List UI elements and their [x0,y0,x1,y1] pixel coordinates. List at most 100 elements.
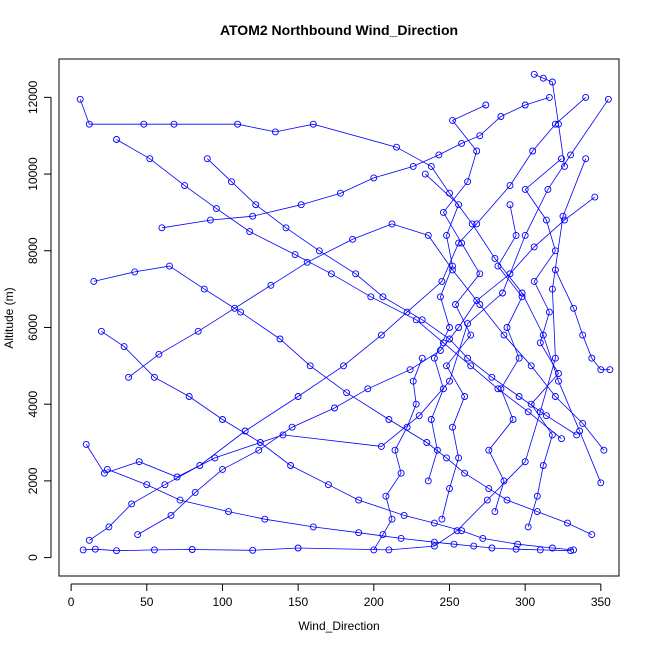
data-point [427,162,435,170]
data-point [288,423,296,431]
data-point [485,485,493,493]
data-point [306,362,314,370]
data-point [551,393,559,400]
data-point [476,132,484,140]
data-point [536,339,544,347]
data-point [393,143,400,151]
data-point [452,301,459,308]
data-point [105,523,113,531]
data-point [455,454,463,462]
data-point [418,316,426,324]
data-point [256,439,264,446]
data-point [355,496,363,504]
data-point [450,540,458,548]
data-point [464,178,472,186]
data-point [409,162,417,170]
data-point [76,95,84,103]
data-point [542,412,550,420]
data-point [524,523,532,531]
data-point [529,147,537,155]
data-point [267,281,275,289]
data-point [203,155,211,163]
data-point [449,262,456,270]
data-point [140,120,148,128]
data-point [212,205,220,213]
data-point [176,496,184,504]
data-point [530,277,538,285]
data-point [191,488,199,496]
data-point [455,201,463,209]
data-point [512,545,520,553]
data-point [303,258,311,266]
data-point [467,362,475,370]
data-point [379,531,387,539]
data-point [397,534,405,542]
data-point [582,155,590,163]
data-point [377,331,385,339]
data-point [400,511,408,519]
y-tick-label: 12000 [26,80,40,114]
data-point [125,373,133,381]
series-line [425,173,460,482]
data-point [564,519,571,527]
data-point [367,293,375,301]
data-point [331,404,338,412]
data-point [521,231,529,239]
data-point [443,231,450,239]
data-point [570,546,578,554]
data-point [579,331,587,339]
data-point [551,266,559,274]
data-point [555,377,562,385]
plot-area [76,70,614,555]
data-point [427,416,435,423]
data-point [377,442,385,450]
data-point [597,479,605,487]
data-point [261,515,269,523]
data-point [548,285,556,293]
data-point [449,423,456,431]
series-line [161,97,550,229]
data-point [482,101,490,109]
data-point [196,462,204,469]
data-point [485,446,493,454]
data-point [570,304,578,312]
data-point [530,70,538,78]
data-point [255,446,263,454]
data-point [385,416,393,423]
data-point [458,239,466,247]
series-line [207,158,577,436]
data-point [364,385,372,393]
data-point [200,285,208,293]
series-line [524,158,562,528]
data-point [449,116,456,124]
series-line [83,158,587,552]
data-point [488,373,496,381]
data-point [548,431,556,439]
data-point [79,546,87,554]
data-point [134,531,142,539]
data-point [309,120,317,128]
y-tick-label: 0 [26,554,40,561]
data-point [337,189,344,197]
series-line [128,223,605,451]
data-point [194,327,202,335]
data-point [551,247,559,255]
data-point [352,270,360,278]
x-axis-label: Wind_Direction [298,619,379,633]
data-point [85,120,93,128]
data-point [219,465,226,473]
data-point [536,408,544,416]
data-point [327,270,335,278]
data-point [473,147,481,155]
data-point [551,354,559,362]
data-point [388,515,396,523]
data-point [412,400,420,408]
data-point [340,362,347,370]
series-line [89,97,586,541]
data-point [588,531,596,539]
data-point [518,293,526,301]
data-point [443,454,450,462]
data-point [185,393,193,400]
